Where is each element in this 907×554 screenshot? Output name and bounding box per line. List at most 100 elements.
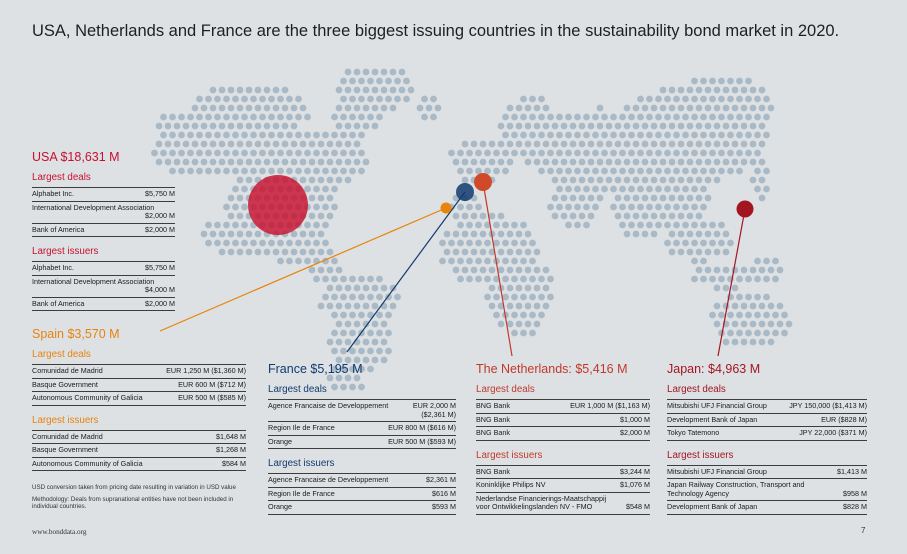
map-dot	[551, 194, 559, 202]
map-dot	[218, 86, 226, 94]
map-dot	[722, 338, 730, 346]
map-dot	[259, 95, 266, 103]
map-dot	[304, 131, 311, 139]
map-dot	[659, 194, 667, 202]
map-dot	[263, 104, 271, 112]
map-dot	[470, 158, 478, 166]
map-dot	[272, 248, 280, 256]
map-dot	[326, 284, 334, 292]
map-dot	[686, 194, 694, 202]
map-dot	[218, 248, 226, 256]
map-dot	[709, 221, 716, 229]
map-dot	[227, 248, 235, 256]
map-dot	[502, 239, 509, 247]
map-dot	[173, 158, 181, 166]
list-item: Agence Francaise de Developpement $2,361 …	[268, 473, 456, 487]
map-dot	[587, 158, 595, 166]
map-dot	[686, 122, 694, 130]
map-dot	[227, 194, 235, 202]
map-dot	[700, 167, 707, 175]
map-dot	[556, 185, 563, 193]
map-dot	[682, 221, 689, 229]
map-dot	[614, 158, 622, 166]
map-dot	[722, 158, 730, 166]
map-dot	[380, 356, 388, 364]
map-dot	[241, 221, 248, 229]
map-dot	[709, 95, 716, 103]
map-dot	[731, 320, 739, 328]
map-dot	[367, 275, 374, 283]
map-dot	[511, 293, 518, 301]
map-dot	[205, 239, 212, 247]
map-dot	[740, 86, 748, 94]
map-dot	[488, 212, 496, 220]
map-dot	[754, 329, 761, 337]
map-dot	[452, 266, 460, 274]
callout-lines	[159, 181, 746, 357]
map-dot	[704, 140, 712, 148]
map-dot	[556, 131, 563, 139]
map-dot	[713, 176, 721, 184]
map-dot	[574, 221, 581, 229]
map-dot	[214, 149, 221, 157]
map-dot	[349, 347, 356, 355]
map-dot	[623, 104, 631, 112]
map-dot	[668, 212, 676, 220]
map-dot	[641, 140, 649, 148]
map-dot	[718, 77, 725, 85]
map-dot	[547, 275, 554, 283]
map-dot	[659, 122, 667, 130]
website-link[interactable]: www.bonddata.org	[32, 528, 87, 536]
map-dot	[574, 203, 581, 211]
map-dot	[632, 194, 640, 202]
map-dot	[524, 284, 532, 292]
map-dot	[425, 104, 433, 112]
map-dot	[673, 239, 680, 247]
map-dot	[493, 149, 500, 157]
map-dot	[650, 158, 658, 166]
map-dot	[583, 131, 590, 139]
map-dot	[380, 338, 388, 346]
map-dot	[439, 257, 446, 265]
list-item: Agence Francaise de Developpement EUR 2,0…	[268, 399, 456, 421]
map-dot	[664, 149, 671, 157]
japan-issuers-heading: Largest issuers	[667, 449, 734, 461]
map-dot	[389, 284, 397, 292]
map-dot	[232, 239, 239, 247]
map-dot	[556, 149, 563, 157]
map-dot	[308, 266, 316, 274]
map-dot	[727, 167, 734, 175]
map-dot	[628, 185, 635, 193]
map-dot	[241, 239, 248, 247]
japan-deals-list: Mitsubishi UFJ Financial Group JPY 150,00…	[667, 399, 867, 441]
map-dot	[389, 302, 397, 310]
map-dot	[349, 131, 356, 139]
map-dot	[727, 95, 734, 103]
map-dot	[299, 176, 307, 184]
map-dot	[655, 149, 662, 157]
map-dot	[344, 176, 352, 184]
map-dot	[709, 275, 716, 283]
map-dot	[704, 122, 712, 130]
map-dot	[727, 149, 734, 157]
map-dot	[722, 86, 730, 94]
map-dot	[353, 122, 361, 130]
map-dot	[601, 185, 608, 193]
map-dot	[542, 140, 550, 148]
map-dot	[520, 239, 527, 247]
map-dot	[349, 365, 356, 373]
map-dot	[452, 230, 460, 238]
map-dot	[506, 320, 514, 328]
france-title: France $5,195 M	[268, 362, 363, 376]
map-dot	[493, 311, 500, 319]
map-dot	[533, 158, 541, 166]
map-dot	[362, 338, 370, 346]
map-dot	[344, 374, 352, 382]
map-dot	[295, 239, 302, 247]
map-dot	[700, 131, 707, 139]
map-dot	[160, 149, 167, 157]
map-dot	[596, 176, 604, 184]
map-dot	[745, 275, 752, 283]
map-dot	[731, 302, 739, 310]
map-dot	[214, 221, 221, 229]
